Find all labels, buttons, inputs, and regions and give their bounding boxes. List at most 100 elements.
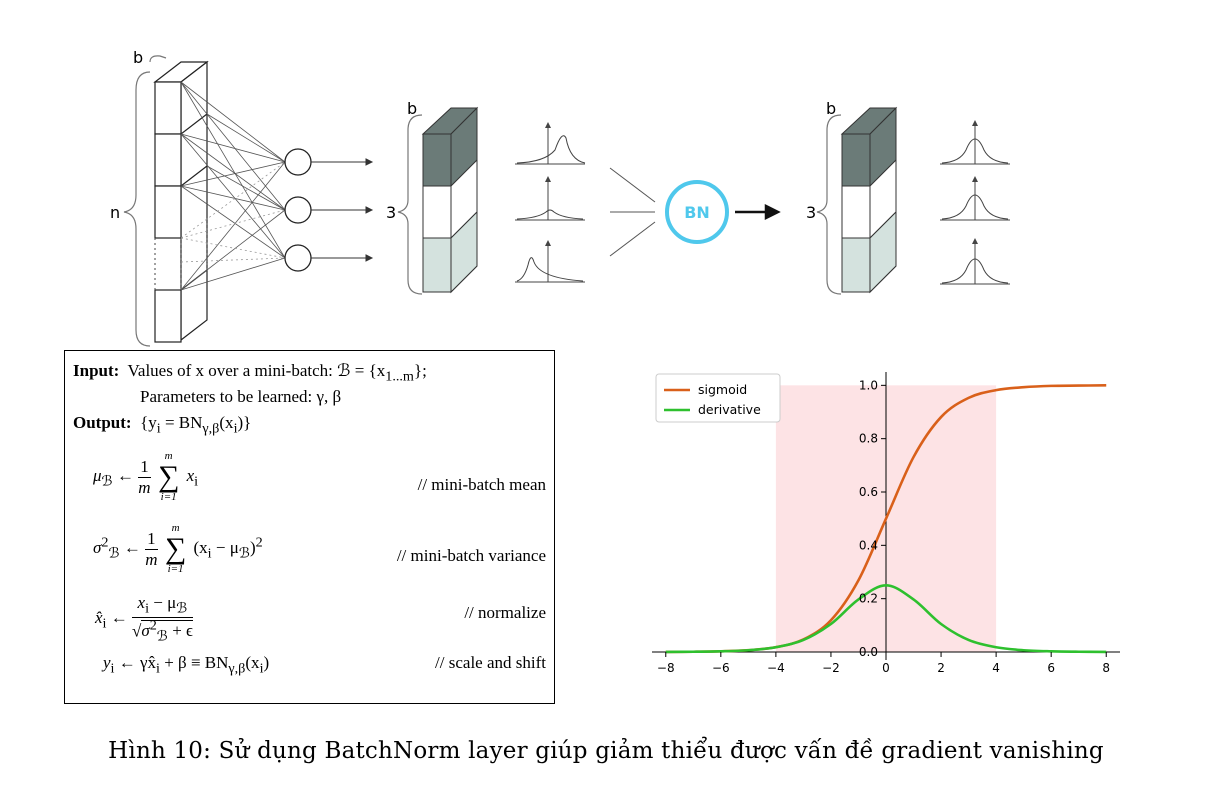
label-3-b: 3 [806, 203, 816, 222]
input-line: Input: Values of x over a mini-batch: ℬ … [73, 361, 427, 385]
mean-one: 1 [138, 456, 151, 478]
input-label: Input: [73, 361, 120, 380]
output-sub2: γ,β [202, 420, 220, 437]
series-derivative [665, 584, 1107, 654]
bn-circle [665, 180, 729, 244]
norm-num-sub2: ℬ [176, 600, 188, 617]
var-one: 1 [145, 528, 158, 550]
output-text: {y [140, 413, 157, 432]
norm-sqrt: √ [131, 621, 142, 641]
x-tick-label: 8 [1102, 661, 1110, 675]
neuron-outputs [311, 158, 374, 262]
output-sub: i [156, 420, 161, 437]
norm-lhs-sub: i [102, 615, 107, 632]
norm-numerator: xi − μℬ [131, 593, 193, 618]
scale-rhs-mid: + β ≡ BN [159, 653, 229, 672]
var-lhs: σ [93, 537, 102, 557]
x-tick-label: 6 [1047, 661, 1055, 675]
scale-rhs-close: ) [263, 653, 270, 672]
norm-lhs: x̂ [95, 607, 103, 627]
norm-fraction: xi − μℬ √σ2ℬ + ϵ [131, 593, 193, 645]
scale-rhs-sub2: γ,β [228, 660, 246, 677]
norm-den-inner: σ [141, 621, 150, 641]
feature-block-after [840, 106, 898, 294]
x-tick-label: −6 [712, 661, 730, 675]
scale-lhs: y [103, 653, 111, 672]
connections-dotted [180, 161, 286, 263]
x-tick-label: −4 [767, 661, 785, 675]
norm-num-sub: i [145, 600, 150, 617]
x-tick-label: 0 [882, 661, 890, 675]
var-sum-top: m [171, 522, 180, 534]
legend-label-derivative: derivative [698, 402, 761, 417]
distributions-before [515, 126, 586, 283]
variance-comment: // mini-batch variance [396, 546, 546, 565]
var-arrow: ← [119, 537, 146, 557]
var-term-sub2: ℬ [238, 545, 250, 562]
input-end: }; [413, 361, 427, 380]
norm-num-mid: − μ [149, 593, 177, 612]
normalize-formula: x̂i ← xi − μℬ √σ2ℬ + ϵ [95, 593, 193, 645]
norm-den-end: + ϵ [167, 621, 193, 641]
mean-lhs: μ [93, 465, 102, 485]
y-tick-label: 0.4 [859, 538, 878, 552]
scale-rhs-end: (x [245, 653, 260, 672]
neurons [284, 148, 312, 272]
mean-term: x [186, 465, 195, 485]
label-b-3: b [826, 99, 836, 118]
mean-comment: // mini-batch mean [417, 475, 546, 494]
brace-b-top [149, 55, 167, 63]
label-b-2: b [407, 99, 417, 118]
distributions-after [940, 124, 1010, 285]
norm-denominator: √σ2ℬ + ϵ [132, 618, 193, 645]
var-sum: m ∑ i=1 [165, 523, 186, 575]
arrowheads-small-after [972, 120, 978, 244]
bn-label: BN [684, 203, 710, 222]
norm-den-sup: 2 [149, 617, 157, 634]
y-tick-label: 0.0 [859, 645, 878, 659]
input-text: Values of x over a mini-batch: ℬ = {x [127, 361, 386, 380]
scale-lhs-sub: i [110, 660, 115, 677]
input-sub: 1...m [385, 368, 414, 385]
label-n: n [110, 203, 120, 222]
y-tick-label: 0.2 [859, 592, 878, 606]
scale-rhs-sub: i [156, 660, 160, 677]
params-text: Parameters to be learned: γ, β [140, 387, 342, 406]
var-lhs-sub: ℬ [108, 545, 120, 562]
output-end: (x [219, 413, 234, 432]
feature-block-before [421, 106, 479, 294]
y-tick-label: 1.0 [859, 378, 878, 392]
norm-den-sub: ℬ [156, 628, 168, 645]
connections [180, 81, 286, 291]
normalize-comment: // normalize [464, 603, 546, 622]
mean-m: m [138, 477, 151, 497]
var-sum-bottom: i=1 [167, 563, 184, 575]
batchnorm-diagram: b n b 3 [110, 48, 1010, 347]
output-label: Output: [73, 413, 132, 432]
output-end-sub: i [233, 420, 238, 437]
brace-3a [397, 114, 423, 295]
mean-sum-symbol: ∑ [157, 460, 180, 493]
y-tick-label: 0.6 [859, 485, 878, 499]
label-b-1: b [133, 48, 143, 67]
input-dotted [154, 218, 208, 290]
output-mid: = BN [160, 413, 203, 432]
algorithm-box: Input: Values of x over a mini-batch: ℬ … [64, 350, 555, 704]
x-tick-label: −8 [657, 661, 675, 675]
scale-rhs: ← γx̂ [114, 653, 156, 672]
label-3-a: 3 [386, 203, 396, 222]
x-tick-label: 4 [992, 661, 1000, 675]
var-term-end: ) [249, 537, 256, 557]
var-term-sup: 2 [255, 534, 263, 551]
mean-arrow: ← [112, 465, 139, 485]
mean-sum-bottom: i=1 [160, 491, 177, 503]
arrows-to-bn [609, 167, 656, 257]
var-sum-symbol: ∑ [164, 532, 187, 565]
var-lhs-sup: 2 [101, 534, 109, 551]
mean-sum: m ∑ i=1 [158, 451, 179, 503]
var-term: (x [193, 537, 208, 557]
